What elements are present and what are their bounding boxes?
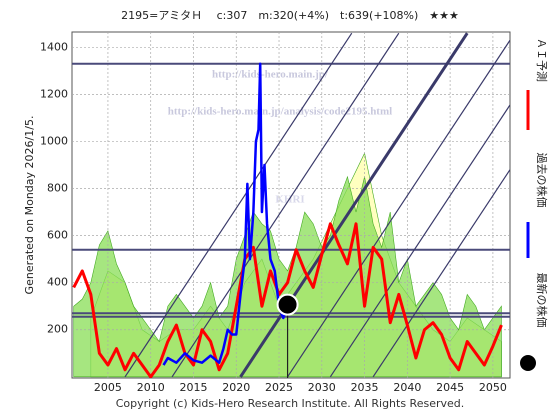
trend-line — [124, 32, 353, 378]
trend-line — [329, 104, 510, 378]
latest-point — [276, 293, 299, 316]
y-tick-label: 600 — [47, 229, 68, 242]
x-tick-label: 2010 — [137, 381, 165, 394]
y-tick-label: 1400 — [40, 40, 68, 53]
series-line — [72, 222, 503, 378]
y-tick-label: 200 — [47, 323, 68, 336]
trend-line — [239, 32, 469, 378]
trend-line — [287, 39, 510, 378]
legend-label: 過去の株価 — [535, 153, 549, 208]
side-note: Generated on Monday 2026/1/5. — [23, 116, 36, 295]
x-tick-label: 2040 — [393, 381, 421, 394]
y-tick-label: 800 — [47, 182, 68, 195]
legend-label: 最新の株価 — [535, 273, 549, 328]
footer: Copyright (c) Kids-Hero Research Institu… — [116, 397, 465, 410]
y-tick-label: 1200 — [40, 87, 68, 100]
series-line — [162, 62, 289, 366]
x-tick-label: 2025 — [265, 381, 293, 394]
x-tick-label: 2015 — [179, 381, 207, 394]
legend-label: ＡＩ予測 — [535, 38, 549, 82]
x-tick-label: 2045 — [436, 381, 464, 394]
watermark: http://kids-hero.main.jp/analysis/code21… — [168, 106, 392, 118]
plot: KHRI http://kids-hero.main.jp/http://kids… — [72, 32, 510, 378]
x-tick-label: 2030 — [308, 381, 336, 394]
x-tick-label: 2035 — [351, 381, 379, 394]
y-tick-label: 1000 — [40, 134, 68, 147]
watermark: http://kids-hero.main.jp/ — [212, 69, 329, 81]
legend-swatch — [520, 355, 536, 371]
x-tick-label: 2005 — [94, 381, 122, 394]
y-tick-label: 400 — [47, 276, 68, 289]
watermark: KHRI — [275, 194, 304, 206]
x-tick-label: 2050 — [479, 381, 507, 394]
trend-line — [171, 32, 400, 378]
chart-title: 2195=アミタＨ c:307 m:320(+4%) t:639(+108%) … — [121, 9, 459, 22]
trend-line — [372, 169, 510, 378]
x-tick-label: 2020 — [222, 381, 250, 394]
